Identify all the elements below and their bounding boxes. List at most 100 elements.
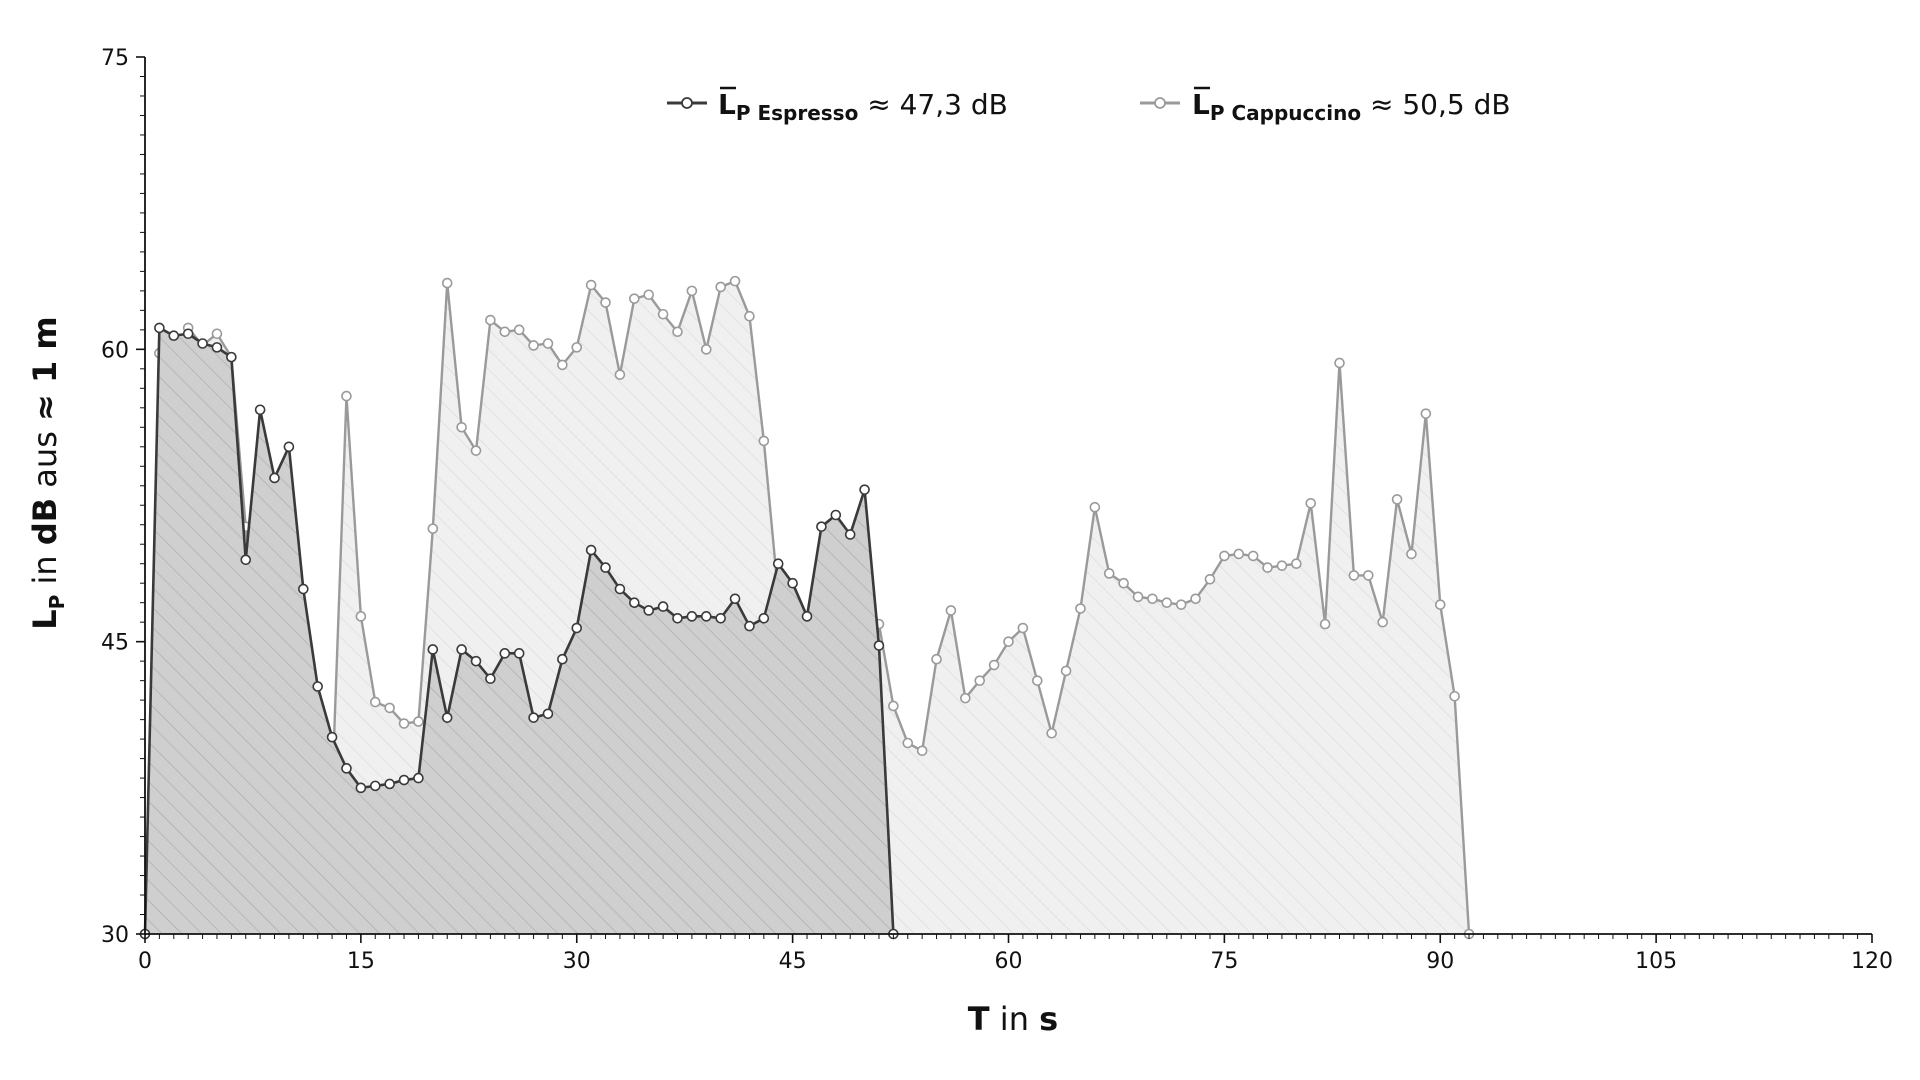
point-cappuccino [1132, 591, 1144, 603]
y-tick-label: 30 [101, 923, 129, 948]
point-cappuccino [571, 342, 583, 353]
point-espresso [355, 782, 367, 794]
point-cappuccino [960, 692, 971, 704]
point-espresso [226, 351, 237, 363]
point-cappuccino [1118, 577, 1129, 589]
point-espresso [816, 521, 827, 532]
point-espresso [614, 583, 626, 595]
x-axis-title: T in s [968, 1000, 1058, 1038]
point-cappuccino [341, 390, 352, 402]
x-tick-label: 105 [1635, 949, 1677, 974]
legend-label-cappuccino: LP Cappuccino ≈ 50,5 dB [1192, 88, 1511, 125]
point-cappuccino [931, 653, 942, 665]
point-cappuccino [974, 675, 986, 686]
point-cappuccino [1406, 548, 1417, 560]
point-espresso [830, 509, 842, 521]
y-axis-title-db: dB [26, 498, 64, 545]
legend-item-espresso: LP Espresso ≈ 47,3 dB [667, 86, 1008, 125]
legend-main-cappuccino: L [1192, 88, 1210, 121]
x-tick-label: 60 [995, 949, 1023, 974]
point-cappuccino [1348, 570, 1360, 581]
point-espresso [672, 612, 683, 624]
y-tick-label: 60 [101, 338, 129, 363]
point-cappuccino [1089, 501, 1101, 513]
x-tick-label: 45 [779, 949, 807, 974]
point-espresso [168, 330, 180, 341]
point-cappuccino [916, 745, 928, 757]
y-tick-label: 45 [101, 631, 129, 656]
point-cappuccino [1175, 599, 1187, 610]
point-cappuccino [1003, 636, 1014, 647]
point-espresso [211, 342, 223, 353]
point-cappuccino [888, 700, 899, 712]
point-cappuccino [686, 285, 698, 297]
point-cappuccino [1233, 548, 1245, 560]
legend-value-cappuccino: ≈ 50,5 dB [1361, 88, 1511, 121]
point-cappuccino [614, 369, 626, 380]
point-espresso [369, 780, 381, 792]
y-axis-title-dist: ≈ 1 m [26, 316, 64, 421]
point-cappuccino [600, 297, 611, 308]
point-cappuccino [485, 314, 496, 326]
point-espresso [283, 441, 295, 453]
point-espresso [312, 681, 324, 692]
x-tick-label: 15 [347, 949, 375, 974]
point-espresso [298, 583, 309, 595]
y-axis-title-aus: aus [26, 421, 64, 498]
legend-sub-cappuccino: P Cappuccino [1210, 101, 1361, 125]
legend-value-espresso: ≈ 47,3 dB [858, 88, 1008, 121]
y-tick-label: 75 [101, 46, 129, 71]
x-tick-label: 0 [138, 949, 152, 974]
point-espresso [542, 708, 554, 720]
point-espresso [873, 640, 885, 651]
point-espresso [427, 644, 439, 655]
point-cappuccino [1291, 558, 1302, 570]
point-espresso [715, 612, 726, 624]
point-cappuccino [643, 289, 655, 301]
x-axis-title-mid: in [990, 1000, 1040, 1038]
point-cappuccino [1075, 603, 1086, 614]
point-cappuccino [1161, 597, 1173, 608]
point-espresso [240, 554, 252, 566]
point-cappuccino [657, 308, 669, 320]
point-cappuccino [1247, 550, 1259, 562]
legend-marker-cappuccino [1154, 97, 1166, 109]
point-espresso [600, 562, 611, 573]
point-espresso [686, 611, 698, 622]
y-axis-title-sub: P [45, 595, 69, 610]
point-espresso [643, 605, 655, 616]
point-espresso [657, 601, 669, 612]
point-espresso [585, 544, 597, 556]
point-espresso [413, 772, 424, 784]
legend-main-espresso: L [718, 88, 736, 121]
point-espresso [154, 322, 165, 334]
series-espresso [139, 322, 899, 940]
point-cappuccino [1276, 560, 1288, 571]
series-layer [139, 275, 1475, 940]
point-espresso [456, 644, 467, 655]
point-cappuccino [528, 340, 539, 351]
legend: LP Espresso ≈ 47,3 dB LP Cappuccino ≈ 50… [667, 86, 1511, 125]
point-espresso [182, 328, 194, 340]
y-axis-title-in: in [26, 545, 64, 595]
point-espresso [513, 648, 525, 659]
point-cappuccino [1334, 357, 1345, 369]
point-cappuccino [988, 659, 1000, 671]
point-espresso [772, 558, 784, 570]
point-espresso [801, 611, 813, 622]
point-cappuccino [456, 421, 467, 433]
y-axis-title: LP in dB aus ≈ 1 m [26, 316, 69, 629]
point-espresso [571, 622, 583, 634]
point-cappuccino [1449, 690, 1460, 702]
x-axis-title-unit: s [1039, 1000, 1058, 1038]
point-espresso [326, 731, 338, 743]
point-cappuccino [1147, 593, 1158, 605]
point-cappuccino [542, 338, 554, 349]
point-espresso [744, 620, 755, 632]
point-cappuccino [744, 310, 755, 322]
point-cappuccino [1190, 593, 1201, 605]
point-cappuccino [1262, 562, 1273, 573]
point-cappuccino [1377, 616, 1388, 628]
legend-label-espresso: LP Espresso ≈ 47,3 dB [718, 88, 1008, 125]
point-espresso [485, 673, 496, 685]
